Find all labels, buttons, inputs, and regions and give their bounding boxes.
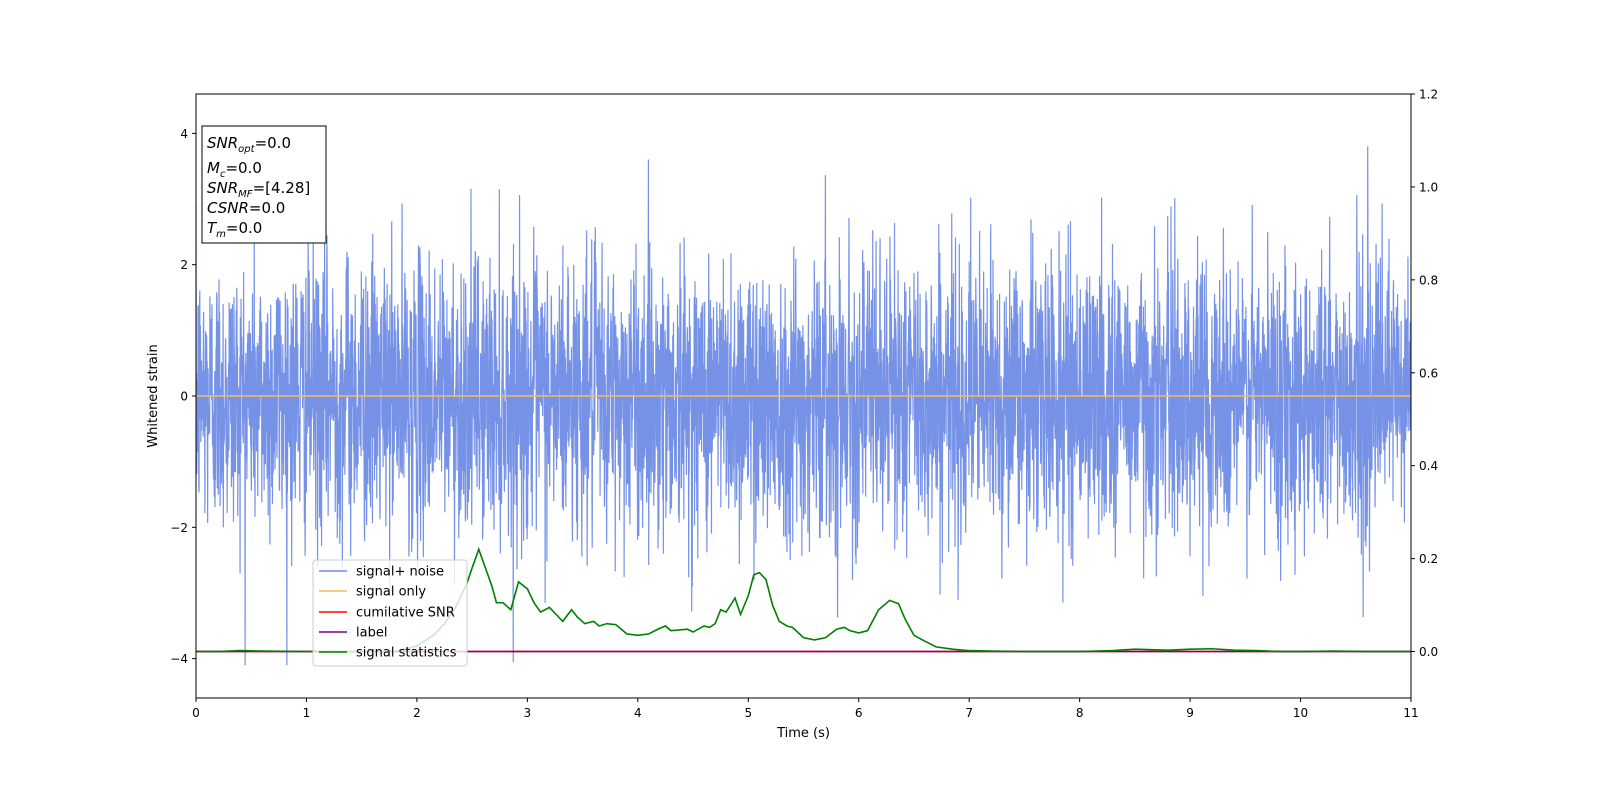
legend-label-signal-only: signal only (356, 585, 426, 600)
series-signal-statistics-line (196, 546, 1411, 653)
x-tick-label: 5 (744, 706, 752, 720)
x-tick-label: 0 (192, 706, 200, 720)
y-tick-label: 0 (180, 390, 188, 404)
legend-entry-signal-statistics: signal statistics (319, 646, 457, 661)
info-box: SNRopt=0.0 Mc=0.0 SNRMF=[4.28] CSNR=0.0 … (201, 125, 327, 244)
y-tick-label: −4 (170, 652, 188, 666)
x-tick-label: 1 (303, 706, 311, 720)
y2-tick-label: 0.8 (1419, 273, 1438, 287)
x-axis-label: Time (s) (776, 726, 830, 741)
x-tick-label: 11 (1403, 706, 1418, 720)
y-tick-label: 2 (180, 258, 188, 272)
legend-entry-cumulative-snr: cumilative SNR (319, 606, 455, 621)
info-snr-opt: SNRopt=0.0 (207, 134, 291, 155)
x-tick-label: 7 (965, 706, 973, 720)
y2-tick-label: 0.4 (1419, 459, 1438, 473)
legend-label-label: label (356, 626, 387, 641)
info-box-frame (201, 125, 327, 244)
x-tick-label: 10 (1293, 706, 1308, 720)
y2-tick-label: 1.0 (1419, 180, 1438, 194)
x-tick-label: 8 (1076, 706, 1084, 720)
x-tick-label: 9 (1186, 706, 1194, 720)
y2-tick-label: 0.0 (1419, 645, 1438, 659)
legend-entry-label: label (319, 626, 387, 641)
y2-tick-label: 0.6 (1419, 366, 1438, 380)
y-tick-label: 4 (180, 127, 188, 141)
info-csnr: CSNR=0.0 (207, 199, 285, 217)
y2-tick-label: 0.2 (1419, 552, 1438, 566)
info-snr-mf: SNRMF=[4.28] (207, 179, 310, 200)
x-tick-label: 3 (524, 706, 532, 720)
legend-entry-signal-only: signal only (319, 585, 426, 600)
x-tick-label: 4 (634, 706, 642, 720)
legend: signal+ noise signal only cumilative SNR… (312, 559, 468, 667)
x-tick-label: 6 (855, 706, 863, 720)
x-tick-label: 2 (413, 706, 421, 720)
info-mc: Mc=0.0 (207, 159, 262, 180)
legend-entry-signal-noise: signal+ noise (319, 565, 444, 580)
series-signal-noise-line (196, 146, 1411, 666)
y2-tick-label: 1.2 (1419, 88, 1438, 102)
info-tm: Tm=0.0 (207, 219, 262, 240)
legend-label-signal-statistics: signal statistics (356, 646, 457, 661)
legend-label-signal-noise: signal+ noise (356, 565, 444, 580)
legend-label-cumulative-snr: cumilative SNR (356, 606, 455, 621)
axes: 0 1 2 3 4 5 6 7 8 9 10 11 4 2 0 −2 −4 1.2 1.0 0.8 0.6 0.4 0.2 0… (170, 88, 1438, 721)
y-axis-label: Whitened strain (146, 344, 161, 447)
legend-frame (312, 559, 468, 667)
y-tick-label: −2 (170, 521, 188, 535)
